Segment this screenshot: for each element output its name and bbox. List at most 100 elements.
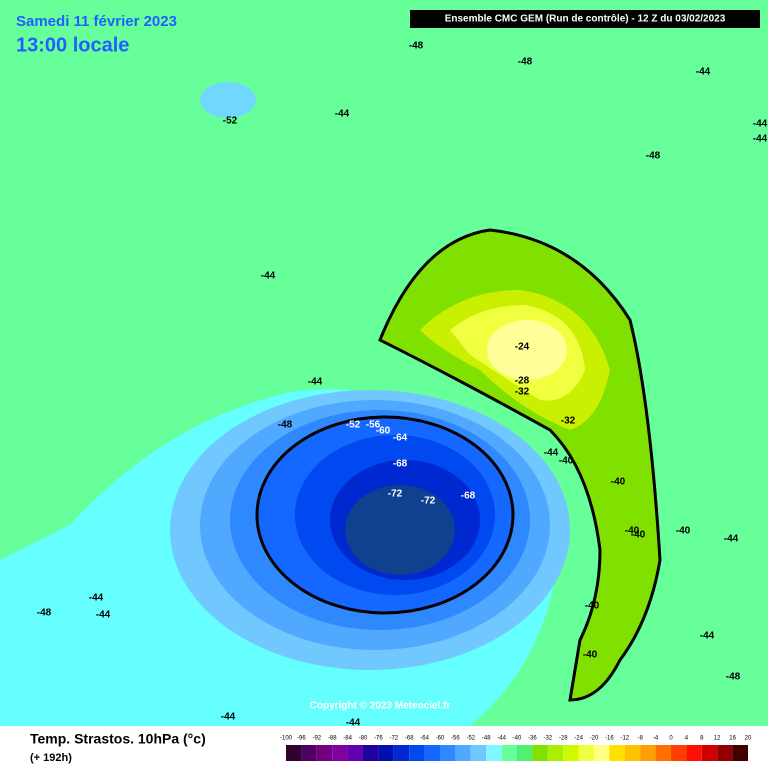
contour-label: -68 [393, 459, 408, 470]
legend-swatch [594, 745, 610, 761]
contour-label: -48 [726, 672, 741, 683]
legend-label: -36 [528, 736, 537, 742]
legend-label: -40 [513, 736, 522, 742]
legend-label: -32 [543, 736, 552, 742]
legend-swatch [363, 745, 379, 761]
legend-label: -24 [574, 736, 583, 742]
legend-label: -72 [389, 736, 398, 742]
contour-label: -40 [611, 477, 626, 488]
legend-swatch [655, 745, 671, 761]
date: Samedi 11 février 2023 [16, 13, 177, 30]
vortex-core [345, 485, 455, 575]
legend-label: 16 [729, 736, 736, 742]
contour-label: -44 [96, 610, 111, 621]
contour-label: -44 [753, 119, 768, 130]
contour-label: -32 [515, 387, 530, 398]
contour-label: -40 [559, 456, 574, 467]
contour-label: -44 [89, 593, 104, 604]
contour-label: -44 [261, 271, 276, 282]
legend-swatch [486, 745, 502, 761]
legend-swatch [286, 745, 302, 761]
legend-swatch [440, 745, 456, 761]
contour-label: -44 [308, 377, 323, 388]
legend-swatch [393, 745, 410, 761]
lead: (+ 192h) [30, 752, 72, 764]
contour-label: -44 [346, 718, 361, 729]
legend-label: -64 [420, 736, 429, 742]
contour-label: -44 [696, 67, 711, 78]
legend-label: -60 [436, 736, 445, 742]
legend-label: -88 [328, 736, 337, 742]
legend-label: -16 [605, 736, 614, 742]
contour-label: -48 [646, 151, 661, 162]
legend-swatch [517, 745, 533, 761]
contour-label: -44 [544, 448, 559, 459]
lake [200, 82, 256, 118]
legend-swatch [578, 745, 594, 761]
legend-label: 0 [669, 736, 673, 742]
legend-swatch [547, 745, 564, 761]
legend-label: 8 [700, 736, 704, 742]
legend-swatch [347, 745, 363, 761]
legend-label: 12 [714, 736, 721, 742]
legend-label: -84 [343, 736, 352, 742]
legend-swatch [316, 745, 333, 761]
contour-label: -48 [37, 608, 52, 619]
legend-label: -76 [374, 736, 383, 742]
contour-label: -60 [376, 426, 391, 437]
contour-label: -44 [221, 712, 236, 723]
legend-label: -80 [359, 736, 368, 742]
legend-label: -12 [620, 736, 629, 742]
legend-swatch [424, 745, 440, 761]
legend-swatch [470, 745, 487, 761]
legend-swatch [332, 745, 348, 761]
legend-swatch [532, 745, 548, 761]
contour-label: -24 [515, 342, 530, 353]
legend-swatch [686, 745, 702, 761]
cold-zone [0, 470, 470, 726]
run: Ensemble CMC GEM (Run de contrôle) - 12 … [445, 14, 726, 25]
legend-swatch [717, 745, 733, 761]
legend-swatch [455, 745, 471, 761]
legend-swatch [640, 745, 656, 761]
legend-swatch [624, 745, 641, 761]
legend-label: 20 [745, 736, 752, 742]
legend-label: -52 [466, 736, 475, 742]
time: 13:00 locale [16, 34, 129, 56]
contour-label: -52 [346, 420, 361, 431]
legend-label: -68 [405, 736, 414, 742]
contour-label: -48 [518, 57, 533, 68]
legend-label: 4 [685, 736, 689, 742]
legend-swatch [501, 745, 517, 761]
contour-label: -40 [583, 650, 598, 661]
legend-swatch [701, 745, 718, 761]
contour-label: -28 [515, 376, 530, 387]
contour-label: -44 [753, 134, 768, 145]
legend: -100 -96 -92 -88 -84 -80 -76 -72 -68 -64 -60 -56 -52… [280, 736, 752, 761]
contour-label: -68 [461, 491, 476, 502]
contour-label: -52 [223, 116, 238, 127]
contour-label: -44 [335, 109, 350, 120]
mid-zone [0, 0, 300, 240]
legend-label: -100 [280, 736, 293, 742]
contour-label: -72 [421, 496, 436, 507]
contour-label: -48 [409, 41, 424, 52]
warm-core [487, 320, 567, 380]
legend-swatch [563, 745, 579, 761]
contour-label: -40 [631, 530, 646, 541]
legend-label: -20 [590, 736, 599, 742]
contour-label: -56 [366, 420, 381, 431]
contour-label: -44 [724, 534, 739, 545]
legend-label: -8 [638, 736, 644, 742]
legend-swatch [301, 745, 317, 761]
contour-label: -40 [585, 601, 600, 612]
contour-label: -64 [393, 433, 408, 444]
legend-label: -28 [559, 736, 568, 742]
legend-label: -56 [451, 736, 460, 742]
contour-label: -40 [676, 526, 691, 537]
run-box [410, 10, 760, 28]
copyright: Copyright © 2023 Meteociel.fr [310, 701, 451, 712]
contour-label: -48 [278, 420, 293, 431]
footer-title: Temp. Strastos. 10hPa (°c) [30, 731, 206, 747]
